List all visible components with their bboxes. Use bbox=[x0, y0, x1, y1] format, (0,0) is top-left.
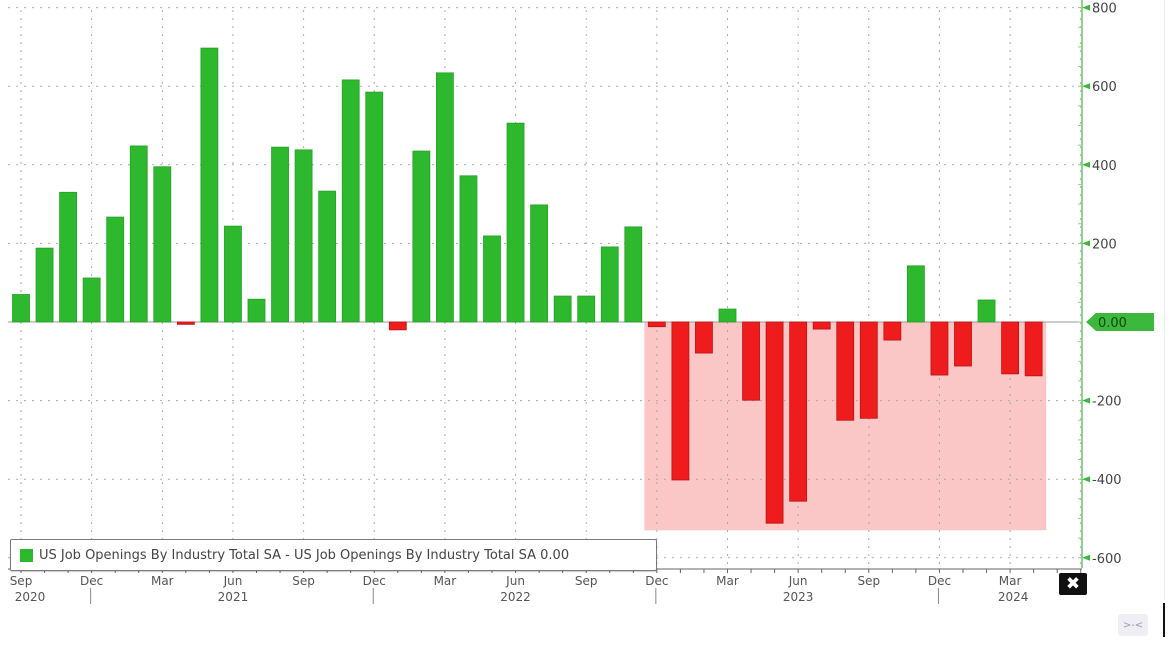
bar bbox=[624, 226, 643, 323]
bar bbox=[35, 247, 54, 323]
bar bbox=[577, 295, 596, 323]
legend-swatch bbox=[20, 548, 33, 562]
bar bbox=[883, 321, 902, 341]
y-tick-label: 600 bbox=[1092, 80, 1117, 95]
bar bbox=[506, 122, 525, 323]
bar bbox=[954, 321, 972, 367]
bar bbox=[718, 308, 737, 323]
bar bbox=[271, 146, 289, 323]
legend-label: US Job Openings By Industry Total SA - U… bbox=[39, 547, 570, 563]
bar bbox=[176, 321, 195, 325]
y-tick-label: 800 bbox=[1092, 2, 1117, 17]
bar bbox=[459, 175, 478, 323]
bar bbox=[82, 277, 101, 323]
x-tick-label: Dec bbox=[928, 574, 951, 588]
x-tick-label: Jun bbox=[788, 574, 808, 588]
y-tick-label: -400 bbox=[1092, 473, 1122, 488]
bar bbox=[695, 321, 713, 354]
bar bbox=[812, 321, 831, 330]
bar bbox=[106, 216, 125, 323]
x-tick-label: Sep bbox=[10, 574, 33, 588]
bar bbox=[129, 145, 148, 323]
bar bbox=[907, 265, 925, 323]
bar bbox=[977, 299, 996, 323]
bar bbox=[435, 72, 454, 323]
x-tick-label: Dec bbox=[363, 574, 386, 588]
y-tick-label: 400 bbox=[1092, 159, 1117, 174]
x-tick-label: Jun bbox=[223, 574, 243, 588]
window-edge bbox=[1163, 603, 1165, 637]
bar bbox=[647, 321, 666, 328]
x-year-label: 2021 bbox=[218, 590, 249, 604]
bar bbox=[412, 150, 431, 323]
x-tick-label: Dec bbox=[645, 574, 668, 588]
panel-border bbox=[1164, 0, 1165, 600]
bar bbox=[59, 191, 77, 323]
bar bbox=[1024, 321, 1043, 377]
collapse-glyph: >-< bbox=[1122, 619, 1144, 631]
legend: US Job Openings By Industry Total SA - U… bbox=[10, 539, 657, 571]
bar bbox=[859, 321, 878, 419]
bar bbox=[553, 295, 572, 323]
bar bbox=[294, 149, 313, 323]
bar bbox=[789, 321, 808, 502]
x-year-label: 2022 bbox=[500, 590, 531, 604]
bar bbox=[671, 321, 690, 481]
x-tick-label: Sep bbox=[292, 574, 315, 588]
x-year-label: 2023 bbox=[783, 590, 814, 604]
close-icon[interactable]: ✖ bbox=[1059, 573, 1087, 595]
y-tick-label: -600 bbox=[1092, 552, 1122, 567]
x-tick-label: Mar bbox=[716, 574, 739, 588]
bar bbox=[930, 321, 949, 376]
x-year-label: 2020 bbox=[15, 590, 46, 604]
x-tick-label: Sep bbox=[857, 574, 880, 588]
bar bbox=[12, 294, 30, 323]
x-tick-label: Mar bbox=[999, 574, 1022, 588]
x-tick-label: Mar bbox=[151, 574, 174, 588]
bar bbox=[318, 190, 337, 323]
bar bbox=[224, 225, 242, 323]
bar bbox=[153, 166, 172, 323]
bar bbox=[742, 321, 760, 401]
x-tick-label: Mar bbox=[434, 574, 457, 588]
bar bbox=[836, 321, 855, 421]
x-year-label: 2024 bbox=[998, 590, 1029, 604]
x-tick-label: Dec bbox=[80, 574, 103, 588]
svg-text:0.00: 0.00 bbox=[1098, 316, 1127, 331]
bar bbox=[530, 204, 548, 323]
bar bbox=[600, 246, 619, 323]
bar bbox=[365, 91, 384, 323]
collapse-button[interactable]: >-< bbox=[1118, 614, 1148, 636]
bar bbox=[483, 235, 501, 323]
bar bbox=[247, 298, 266, 323]
bar bbox=[200, 47, 219, 323]
last-value-tag bbox=[1086, 313, 1154, 331]
y-tick-label: -200 bbox=[1092, 395, 1122, 410]
x-tick-label: Jun bbox=[505, 574, 525, 588]
bar bbox=[388, 321, 407, 331]
x-tick-label: Sep bbox=[575, 574, 598, 588]
bar bbox=[1001, 321, 1019, 375]
y-tick-label: 200 bbox=[1092, 237, 1117, 252]
close-glyph: ✖ bbox=[1065, 574, 1081, 594]
bar bbox=[765, 321, 784, 524]
bar bbox=[341, 79, 360, 323]
